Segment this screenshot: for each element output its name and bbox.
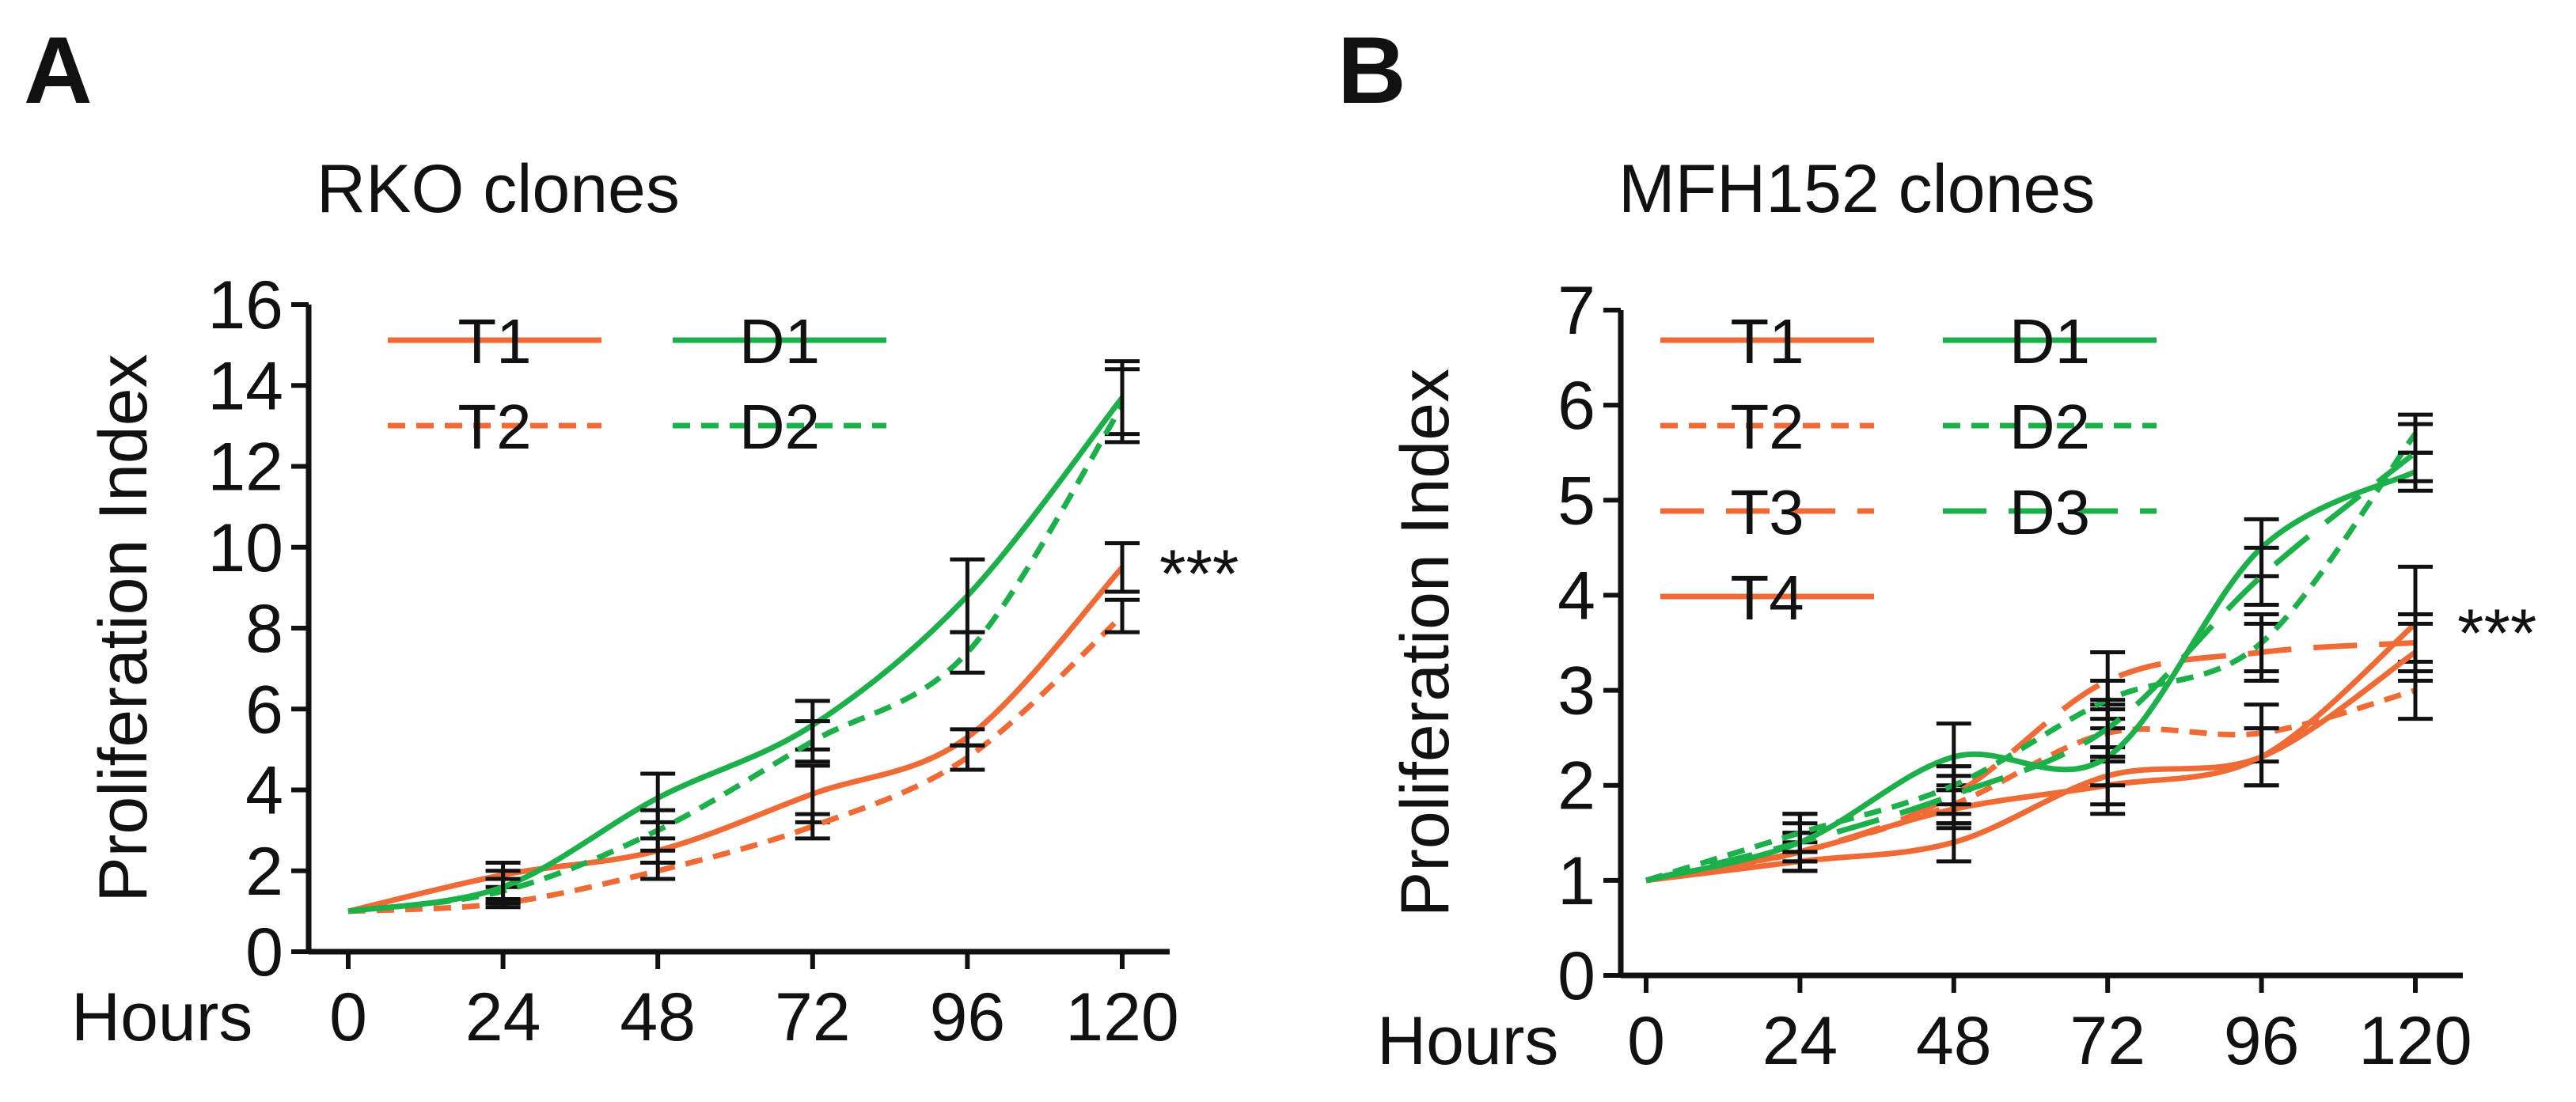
- legend-label-t2: T2: [457, 392, 531, 462]
- series-d2: [347, 367, 1140, 915]
- series-t1: [347, 541, 1140, 915]
- series-line-t2: [1645, 687, 2416, 884]
- x-tick-label: 24: [465, 979, 541, 1055]
- x-tick-label: 120: [2358, 1003, 2472, 1079]
- x-axis-label: Hours: [1377, 1003, 1558, 1079]
- series-t3: [1645, 612, 2433, 884]
- y-axis-label: Proliferation Index: [1387, 369, 1463, 917]
- y-tick-label: 2: [1557, 748, 1595, 824]
- y-tick-label: 4: [1557, 558, 1595, 634]
- series-line-d1: [347, 396, 1125, 915]
- y-axis-label: Proliferation Index: [85, 354, 161, 902]
- series-d3: [1645, 422, 2433, 884]
- legend-label-t4: T4: [1730, 562, 1804, 633]
- legend-label-t1: T1: [457, 306, 531, 377]
- legend-label-t2: T2: [1730, 392, 1804, 462]
- series-line-t3: [1645, 640, 2416, 884]
- y-tick-label: 0: [1557, 938, 1595, 1014]
- legend-label-d2: D2: [2009, 392, 2090, 462]
- x-axis-label: Hours: [71, 979, 252, 1055]
- series-t2: [347, 597, 1140, 915]
- panel-letter: A: [24, 17, 93, 123]
- significance-label: ***: [1159, 536, 1239, 612]
- x-tick-label: 96: [930, 979, 1006, 1055]
- series-line-d2: [1645, 432, 2418, 884]
- y-tick-label: 8: [245, 591, 283, 667]
- legend-label-d2: D2: [739, 392, 820, 462]
- y-tick-label: 1: [1557, 843, 1595, 919]
- legend-label-d1: D1: [739, 306, 820, 377]
- x-tick-label: 72: [2070, 1003, 2145, 1079]
- y-tick-label: 3: [1557, 653, 1595, 729]
- y-tick-label: 4: [245, 753, 283, 829]
- y-tick-label: 6: [245, 672, 283, 748]
- y-tick-label: 7: [1557, 273, 1595, 349]
- chart-title: RKO clones: [317, 151, 680, 227]
- y-tick-label: 6: [1557, 368, 1595, 444]
- panel-letter: B: [1337, 17, 1406, 123]
- y-tick-label: 16: [207, 267, 283, 343]
- y-tick-label: 10: [207, 510, 283, 586]
- y-tick-label: 0: [245, 915, 283, 990]
- panel-b: B MFH152 clones 0 1 2 3 4 5 6 7 0 24 48 72 96 120 Hours P…: [1337, 17, 2536, 1079]
- legend-label-d3: D3: [2009, 477, 2090, 547]
- series-line-d3: [1645, 450, 2418, 884]
- x-tick-label: 120: [1065, 979, 1179, 1055]
- series-line-d2: [347, 403, 1125, 915]
- legend-label-t3: T3: [1730, 477, 1804, 547]
- x-tick-label: 48: [1916, 1003, 1992, 1079]
- legend-label-d1: D1: [2009, 306, 2090, 377]
- y-tick-label: 2: [245, 834, 283, 910]
- series-line-t2: [347, 614, 1125, 915]
- x-tick-label: 96: [2224, 1003, 2300, 1079]
- legend-label-t1: T1: [1730, 306, 1804, 377]
- x-tick-label: 24: [1762, 1003, 1838, 1079]
- x-tick-label: 0: [1627, 1003, 1665, 1079]
- x-tick-label: 48: [620, 979, 696, 1055]
- significance-label: ***: [2457, 596, 2536, 672]
- chart-title: MFH152 clones: [1618, 151, 2095, 227]
- series-t2: [1645, 660, 2433, 884]
- series-line-t1: [347, 565, 1125, 915]
- x-tick-label: 0: [329, 979, 367, 1055]
- x-tick-label: 72: [775, 979, 851, 1055]
- y-tick-label: 12: [207, 430, 283, 506]
- y-tick-label: 14: [207, 348, 283, 424]
- y-tick-label: 5: [1557, 463, 1595, 539]
